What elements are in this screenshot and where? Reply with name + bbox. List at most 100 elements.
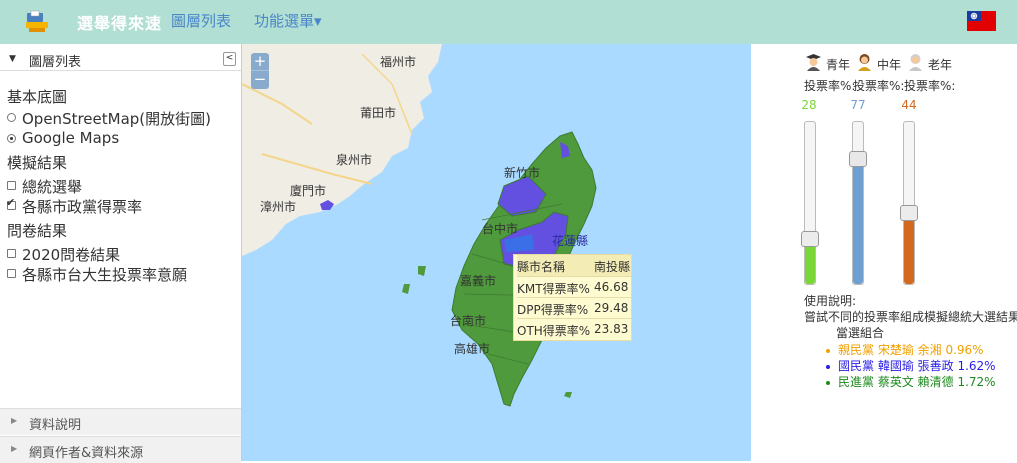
option-label: 2020問卷結果	[22, 246, 121, 264]
map-label-quanzhou: 泉州市	[336, 153, 373, 167]
map-label-putian: 莆田市	[360, 106, 397, 120]
map-label-hsinchu: 新竹市	[504, 166, 541, 180]
tooltip-row: OTH得票率% 23.83	[517, 318, 631, 340]
middle-turnout-value: 77	[850, 98, 866, 112]
hsinchu-county-region[interactable]	[497, 175, 547, 217]
turnout-panel: 青年 中年 老年 投票率%: 投票率%: 投票率%: 28 77 44 使用說明…	[752, 44, 1017, 461]
ballot-logo-icon[interactable]	[24, 9, 50, 35]
map-label-chiayi: 嘉義市	[460, 274, 497, 288]
youth-turnout-slider[interactable]	[801, 121, 819, 285]
middle-turnout-label: 投票率%:	[853, 79, 905, 93]
taipei-region[interactable]	[560, 142, 570, 158]
bullet-icon	[826, 380, 830, 385]
tooltip-value: 46.68	[594, 280, 629, 294]
brand-title[interactable]: 選舉得來速	[77, 14, 163, 33]
youth-turnout-label: 投票率%:	[804, 79, 856, 93]
combo-text: 民進黨 蔡英文 賴清德 1.72%	[838, 375, 996, 389]
senior-turnout-value: 44	[901, 98, 917, 112]
option-label: 各縣市台大生投票率意願	[22, 266, 188, 284]
adult-icon	[858, 54, 871, 71]
section-base-map: 基本底圖	[7, 88, 68, 106]
option-label: 總統選舉	[22, 178, 83, 196]
check-mark-icon: ✔	[6, 196, 16, 209]
data-notes-panel[interactable]: ▶ 資料說明	[0, 408, 241, 435]
tooltip-header-key: 縣市名稱	[517, 260, 566, 274]
zoom-in-button[interactable]: +	[251, 53, 269, 71]
senior-turnout-label: 投票率%:	[904, 79, 956, 93]
slider-fill	[853, 159, 863, 284]
caret-right-icon: ▶	[11, 444, 18, 453]
combo-text: 國民黨 韓國瑜 張善政 1.62%	[838, 359, 996, 373]
author-source-title: 網頁作者&資料來源	[29, 446, 144, 461]
checkbox-2020-survey[interactable]	[7, 249, 16, 258]
map-view[interactable]: + − 福州市 莆田市 泉州市 廈門市 漳州市 新竹市 台中市 花蓮縣 嘉義市 …	[242, 44, 751, 461]
map-label-kaohsiung: 高雄市	[454, 342, 491, 356]
radio-openstreetmap[interactable]	[7, 113, 16, 122]
layer-panel: ▼ 圖層列表 < 基本底圖 OpenStreetMap(開放街圖) Google…	[0, 44, 242, 463]
option-label: Google Maps	[22, 129, 120, 147]
section-simulation: 模擬結果	[7, 154, 68, 172]
combo-item: 民進黨 蔡英文 賴清德 1.72%	[826, 373, 996, 390]
slider-handle[interactable]	[801, 230, 819, 247]
senior-turnout-slider[interactable]	[900, 121, 918, 285]
age-group-label: 青年	[826, 58, 851, 72]
navbar: 選舉得來速 圖層列表 功能選單▾	[0, 0, 1017, 44]
penghu-island[interactable]	[418, 266, 426, 276]
author-source-panel[interactable]: ▶ 網頁作者&資料來源	[0, 436, 241, 463]
map-label-hualien: 花蓮縣	[552, 234, 589, 248]
graduate-icon	[806, 54, 821, 71]
middle-turnout-slider[interactable]	[849, 121, 867, 285]
highlight-region[interactable]	[504, 234, 534, 252]
combo-text: 親民黨 宋楚瑜 余湘 0.96%	[838, 343, 984, 357]
radio-google-maps[interactable]	[7, 134, 16, 143]
bullet-icon	[826, 364, 830, 369]
caret-down-icon: ▼	[9, 54, 16, 64]
caret-right-icon: ▶	[11, 416, 18, 425]
age-group-label: 老年	[928, 58, 953, 72]
usage-title: 使用說明:	[804, 294, 857, 308]
checkbox-ntu-turnout[interactable]	[7, 269, 16, 278]
elder-icon	[909, 54, 922, 71]
combo-item: 親民黨 宋楚瑜 余湘 0.96%	[826, 341, 984, 358]
nav-layer-list[interactable]: 圖層列表	[171, 12, 232, 30]
slider-handle[interactable]	[900, 204, 918, 221]
penghu-island[interactable]	[402, 284, 410, 294]
map-label-tainan: 台南市	[450, 314, 487, 328]
tooltip-header: 縣市名稱 南投縣	[517, 255, 631, 276]
map-canvas[interactable]	[242, 44, 751, 461]
combo-title: 當選組合	[836, 326, 885, 340]
taiwan-flag-icon[interactable]	[967, 11, 996, 31]
county-borders	[461, 203, 563, 365]
checkbox-presidential-election[interactable]	[7, 181, 16, 190]
tooltip-header-value: 南投縣	[594, 260, 631, 274]
option-label: 各縣市政黨得票率	[22, 198, 143, 216]
map-label-xiamen: 廈門市	[290, 184, 327, 198]
layer-panel-title: 圖層列表	[29, 55, 82, 70]
tooltip-key: OTH得票率%	[517, 324, 591, 338]
slider-fill	[805, 238, 815, 284]
road-lines	[242, 83, 373, 185]
layer-panel-header[interactable]: ▼ 圖層列表 <	[0, 48, 241, 71]
data-notes-title: 資料說明	[29, 418, 82, 433]
mainland-land	[242, 44, 442, 256]
age-group-label: 中年	[877, 58, 902, 72]
zoom-control: + −	[251, 53, 269, 89]
tooltip-row: DPP得票率% 29.48	[517, 297, 631, 319]
checkbox-county-party-votes[interactable]	[7, 201, 16, 210]
green-island[interactable]	[564, 392, 572, 398]
option-label: OpenStreetMap(開放街圖)	[22, 110, 212, 128]
tooltip-value: 29.48	[594, 301, 629, 315]
kinmen-region[interactable]	[320, 200, 334, 210]
tooltip-value: 23.83	[594, 322, 629, 336]
collapse-panel-button[interactable]: <	[223, 52, 236, 66]
slider-handle[interactable]	[849, 151, 867, 168]
zoom-out-button[interactable]: −	[253, 70, 267, 88]
bullet-icon	[826, 348, 830, 353]
road-lines	[361, 53, 413, 135]
usage-text: 嘗試不同的投票率組成模擬總統大選結果	[804, 310, 1017, 324]
tooltip-key: KMT得票率%	[517, 282, 590, 296]
map-label-zhangzhou: 漳州市	[260, 200, 297, 214]
slider-fill	[904, 212, 914, 284]
nav-function-menu[interactable]: 功能選單▾	[254, 12, 322, 30]
combo-item: 國民黨 韓國瑜 張善政 1.62%	[826, 357, 996, 374]
